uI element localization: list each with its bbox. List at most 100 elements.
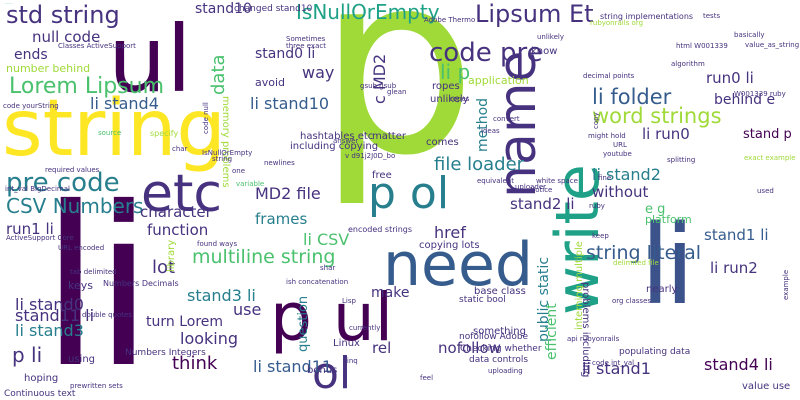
word: null code <box>32 28 101 46</box>
word: used <box>757 187 774 195</box>
word: multiline string <box>192 246 336 268</box>
word: unlikely <box>430 94 469 105</box>
word: Adobe Thermo <box>424 16 476 24</box>
word: think <box>172 353 218 374</box>
word: etc <box>141 164 222 224</box>
word: URL encoded <box>58 244 105 252</box>
word: base class <box>474 286 526 297</box>
word: p li <box>12 343 43 367</box>
word: convert <box>493 115 520 123</box>
word: li stand10 <box>250 94 330 113</box>
word: string <box>212 155 233 163</box>
word: Lipsum Et <box>475 0 594 28</box>
word: c MD2 <box>370 53 389 104</box>
word: ish concatenation <box>286 278 349 286</box>
word: uploader <box>515 183 547 191</box>
word: li folder <box>592 85 672 109</box>
word: li run2 <box>710 259 758 277</box>
word: stand10 <box>195 1 252 17</box>
word: looking <box>180 329 239 348</box>
word: found ways <box>197 240 238 248</box>
word: source <box>98 129 122 137</box>
word: keep <box>592 232 609 240</box>
word: code null <box>202 102 210 134</box>
word: p ul <box>270 279 394 356</box>
word: Lisp <box>342 297 356 305</box>
word: Classes ActiveSupport <box>58 42 136 50</box>
word: ol <box>312 348 352 399</box>
word: rubyonrails org <box>590 19 644 27</box>
word: word strings <box>592 104 722 128</box>
word: pre code <box>6 168 120 198</box>
word: int_val BigDecimal <box>5 185 70 193</box>
word: nofollow <box>438 339 501 357</box>
word: nearly <box>646 284 678 295</box>
word: delimited file <box>613 259 659 267</box>
word: required values <box>45 166 100 174</box>
word: char <box>172 145 188 153</box>
word: html W001339 <box>676 42 728 50</box>
word: li stand0 <box>15 295 84 314</box>
word: populating data <box>619 347 691 357</box>
word: ActiveSupport Core <box>6 234 74 242</box>
word: stand2 li <box>510 195 575 213</box>
word: li run0 <box>642 125 690 143</box>
word: ruby <box>589 202 605 210</box>
word: Checking whether <box>460 344 542 354</box>
word: three exact <box>286 42 326 50</box>
word: li stand1 <box>582 359 651 378</box>
word: platform <box>645 213 692 226</box>
word: matter <box>372 131 406 142</box>
word: string literal <box>586 242 702 264</box>
word: basically <box>734 31 765 39</box>
word: white space <box>536 177 578 185</box>
word: youtube <box>603 150 632 158</box>
word: href <box>434 223 466 242</box>
word: stand3 li <box>187 286 256 305</box>
word: Sometimes <box>286 35 326 43</box>
word: ideas <box>481 127 500 135</box>
word: variable <box>236 180 265 188</box>
word: li stand11 <box>253 357 333 376</box>
word: currently <box>349 324 381 332</box>
word: library <box>166 239 177 272</box>
word: make <box>371 285 410 301</box>
word: code int_val <box>592 359 635 367</box>
word: without <box>592 183 649 201</box>
word: comes <box>426 137 459 148</box>
word: e g <box>645 202 666 217</box>
word: CSV Numbers <box>6 194 144 218</box>
word: IsNullOrEmpty <box>202 149 253 157</box>
word: li p <box>440 60 471 84</box>
word: hoping <box>24 373 59 384</box>
word: copying lots <box>419 240 480 251</box>
word: ropes <box>450 95 470 103</box>
word: v d91j2J0D_bo <box>345 152 396 160</box>
word: li stand2 <box>592 165 661 184</box>
word: free <box>372 170 392 181</box>
word: splitting <box>667 156 696 164</box>
word: nofollow Adobe <box>459 332 529 342</box>
word: memory problems <box>220 96 231 188</box>
word: using <box>68 354 96 365</box>
word: run0 li <box>706 69 754 87</box>
word: number behind <box>6 62 91 75</box>
word: ropes <box>432 81 460 92</box>
word: shar <box>320 264 336 272</box>
word: li stand3 <box>15 321 84 340</box>
word: changed stand10 <box>234 4 313 14</box>
word: prewritten sets <box>70 382 123 390</box>
word: string implementations <box>600 12 694 21</box>
word: hashtables etc <box>300 131 374 142</box>
word: equivalent <box>477 177 514 185</box>
word: Notice <box>530 186 553 194</box>
word: URL <box>613 141 627 149</box>
word: Numbers Integers <box>125 348 206 358</box>
word: gsub gsub <box>360 82 397 90</box>
word: frames <box>255 210 308 228</box>
word: li <box>40 160 154 400</box>
word: efficient <box>544 303 560 360</box>
word: fine <box>598 174 612 182</box>
word: way <box>302 63 335 82</box>
word: W001339 ruby <box>734 90 786 98</box>
